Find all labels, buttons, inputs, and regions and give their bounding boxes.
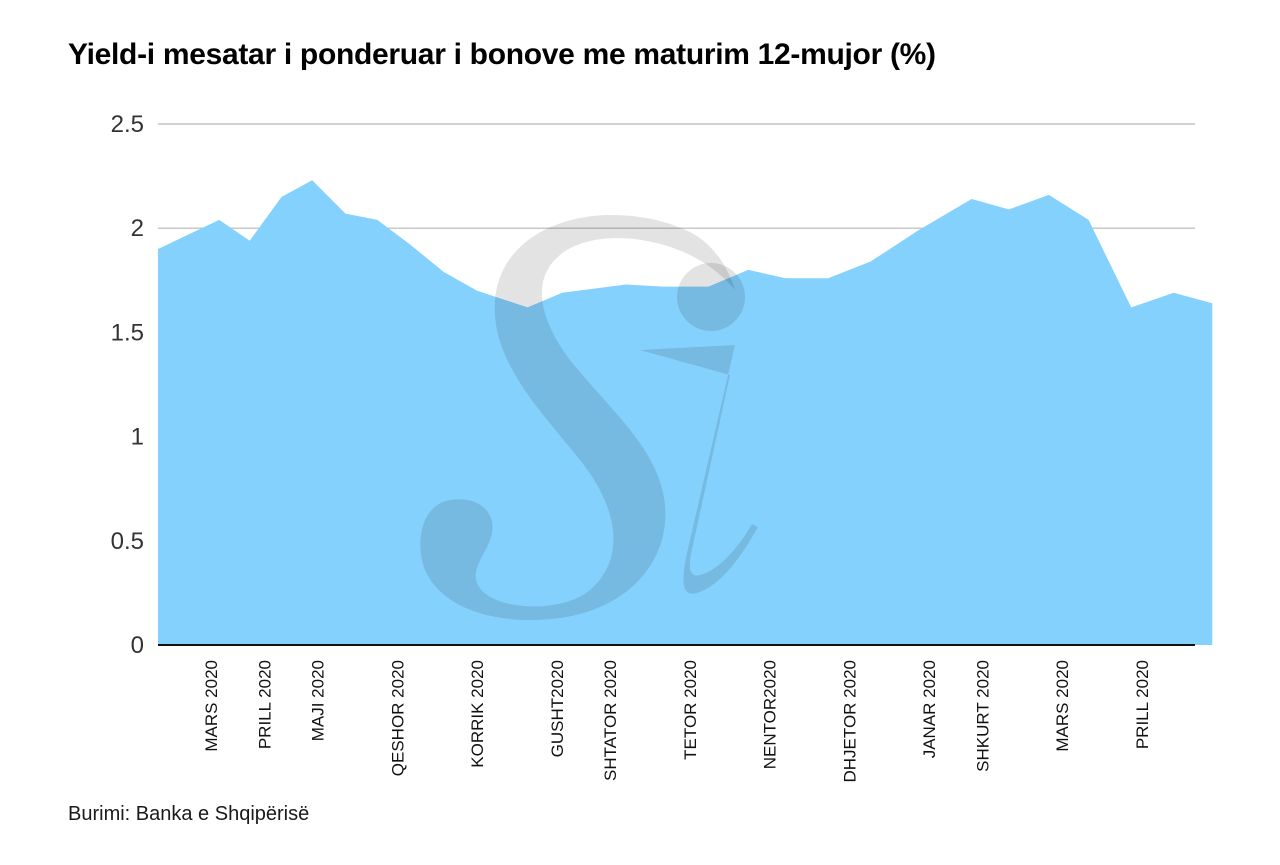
x-tick-label: MAJI 2020 [309,660,328,741]
x-tick-label: MARS 2020 [202,660,221,752]
y-tick-label: 2.5 [111,111,144,138]
x-tick-label: JANAR 2020 [920,660,939,758]
x-tick-label: NENTOR2020 [761,660,780,769]
y-tick-label: 1.5 [111,319,144,346]
area-series-layer [158,180,1213,646]
x-tick-label: TETOR 2020 [681,660,700,760]
x-tick-label: SHTATOR 2020 [601,660,620,781]
x-tick-label: SHKURT 2020 [973,660,992,772]
x-tick-label: PRILL 2020 [1133,660,1152,749]
x-tick-label: GUSHT2020 [548,660,567,757]
chart-title: Yield-i mesatar i ponderuar i bonove me … [68,38,936,71]
y-tick-label: 2 [131,215,144,242]
y-axis-ticks: 0 0.5 1 1.5 2 2.5 [111,111,144,659]
x-tick-label: KORRIK 2020 [468,660,487,768]
area-series [158,180,1213,646]
source-note: Burimi: Banka e Shqipërisë [68,803,310,825]
x-tick-label: PRILL 2020 [255,660,274,749]
y-tick-label: 0 [131,632,144,659]
x-tick-label: QESHOR 2020 [388,660,407,776]
x-axis-ticks: MARS 2020 PRILL 2020 MAJI 2020 QESHOR 2020 K… [202,660,1152,783]
x-tick-label: DHJETOR 2020 [840,660,859,783]
si-watermark-logo [420,215,758,621]
y-tick-label: 1 [131,424,144,451]
x-tick-label: MARS 2020 [1053,660,1072,752]
y-tick-label: 0.5 [111,528,144,555]
